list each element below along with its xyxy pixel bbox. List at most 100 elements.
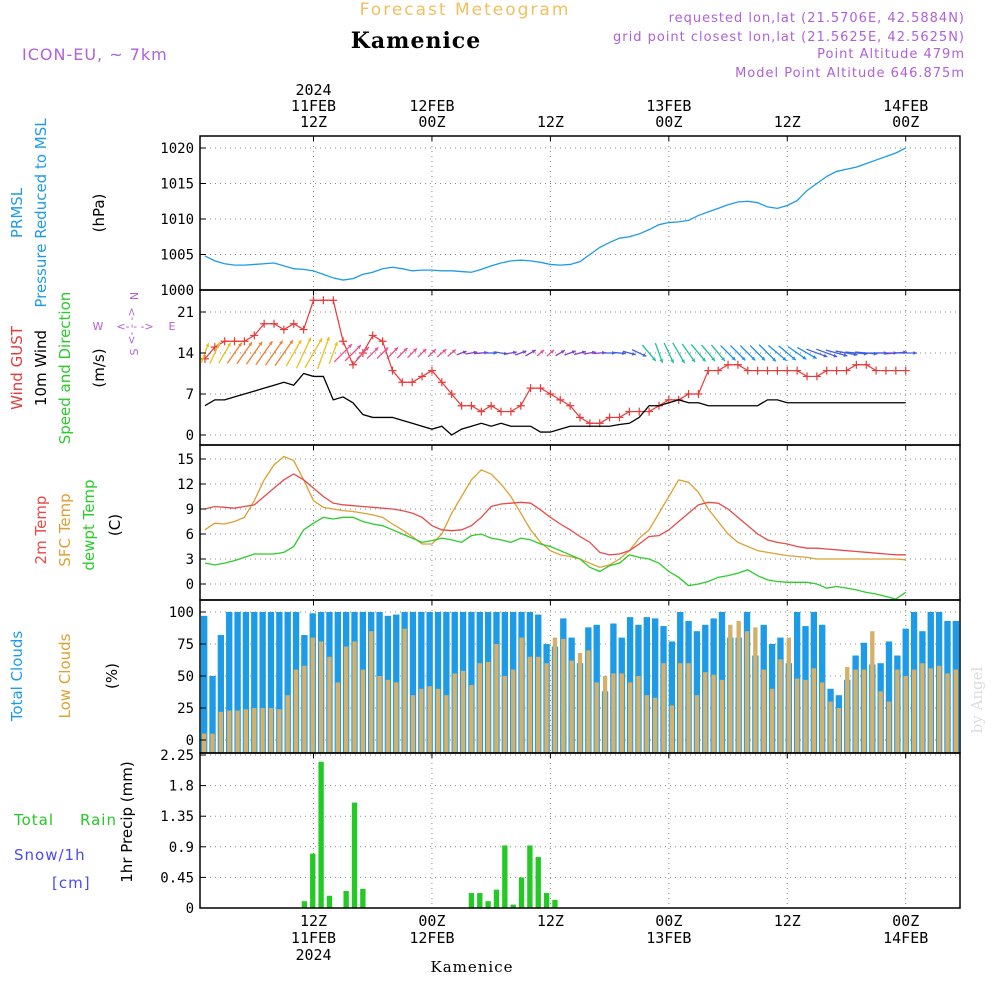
low-cloud-bar [711,674,716,753]
location-title: Kamenice [351,28,481,54]
wind-arrow-head [833,353,838,358]
low-cloud-bar [402,628,407,753]
low-cloud-bar [577,652,583,753]
wind-arrow-head [334,341,338,346]
low-cloud-bar [736,620,741,753]
gust-point [319,296,328,305]
model-label: ICON-EU, ~ 7km [22,45,168,64]
top-time-label: 13FEB [646,97,691,115]
low-cloud-bar [861,669,867,753]
total-label: Total [13,811,54,829]
y-tick-label: 9 [186,502,194,518]
wind-arrow-head [289,340,293,345]
low-cloud-bar [419,688,424,753]
low-cloud-bar [511,669,516,753]
low-cloud-bar [394,682,399,753]
wind-arrow-head [873,351,878,356]
requested-coords: requested lon,lat (21.5706E, 42.5884N) [669,11,965,26]
gust-point [506,407,515,416]
wind-arrow-head [691,358,695,363]
low-cloud-bar [803,679,808,753]
gust-point [556,395,565,404]
gust-point [240,337,249,346]
precip-bar [535,857,541,908]
y-tick-label: 100 [169,605,194,621]
wind-arrow-head [462,350,467,355]
total-cloud-bar [217,635,225,753]
total-cloud-bar [643,617,650,753]
gust-point [783,366,792,375]
low-cloud-bar [343,646,349,753]
wind-arrow-head [326,337,330,341]
low-cloud-bar [619,673,624,753]
gust-point [862,360,871,369]
precip-bar [493,889,500,908]
precip-bar [468,893,475,908]
wind-arrow-head [791,356,796,361]
low-cloud-bar [369,631,374,753]
gust-point [270,319,279,328]
bottom-time-label: 12Z [774,912,801,930]
gust-point [615,413,624,422]
gust-point [773,366,782,375]
y-tick-label: 1015 [160,177,194,193]
y-tick-label: 1.8 [169,779,194,795]
gust-point [299,325,308,334]
prmsl-label: PRMSL [8,187,26,238]
wind-arrow-head [297,339,302,344]
top-time-label: 00Z [418,113,445,131]
footer-location: Kamenice [431,958,514,976]
total-cloud-bar [276,612,283,753]
precip-bar [518,877,525,908]
compass-west: W [93,320,104,333]
gust-line [204,299,906,424]
wind-arrow-head [493,351,498,355]
low-cloud-bar [385,679,391,753]
wind-arrow-head [591,350,596,355]
low-cloud-bar [469,684,474,753]
top-time-label: 2024 [295,81,331,99]
temp-unit-label: (C) [106,514,124,536]
pressure-line [204,147,906,281]
axes-layer: 1000100510101015102007142103691215025507… [8,81,961,964]
gust-point [467,401,476,410]
wind-arrow-head [802,355,807,360]
gust-point [418,372,427,381]
wind-arrow [344,344,362,362]
wind-arrow-head [782,356,787,361]
low-cloud-bar [945,673,950,753]
bottom-time-label: 00Z [892,912,919,930]
wind-arrow [663,342,675,364]
precip-bar [502,845,508,908]
model-altitude: Model Point Altitude 646.875m [735,66,965,81]
top-time-label: 12Z [300,113,327,131]
wind-arrow-head [238,342,242,347]
wind-arrow [316,336,330,370]
gust-point [457,401,466,410]
total-cloud-bar [885,641,893,753]
low-cloud-bar [911,669,917,753]
wind-arrow-head [227,342,231,347]
gust-point [427,366,436,375]
low-cloud-bar [561,638,566,753]
wind-arrow [835,350,858,356]
low-cloud-bar [327,656,332,753]
gust-label: Wind GUST [8,325,26,410]
low-cloud-bar [845,667,850,753]
low-cloud-bar [552,637,558,753]
low-cloud-bar [218,711,224,753]
gust-point [477,407,486,416]
gust-point [575,413,584,422]
wind-arrow-head [550,350,554,354]
low-cloud-bar [611,673,616,753]
wind-arrow-head [431,349,436,354]
low-cloud-bar [519,637,524,753]
wind-arrow-head [571,350,576,354]
total-cloud-bar [209,676,216,753]
wind-arrow-head [642,353,647,357]
wind-arrow [285,339,302,367]
precip-bar [477,893,483,908]
gust-point [852,360,861,369]
low-cloud-bar [936,665,942,753]
wind-arrow-head [216,342,221,347]
